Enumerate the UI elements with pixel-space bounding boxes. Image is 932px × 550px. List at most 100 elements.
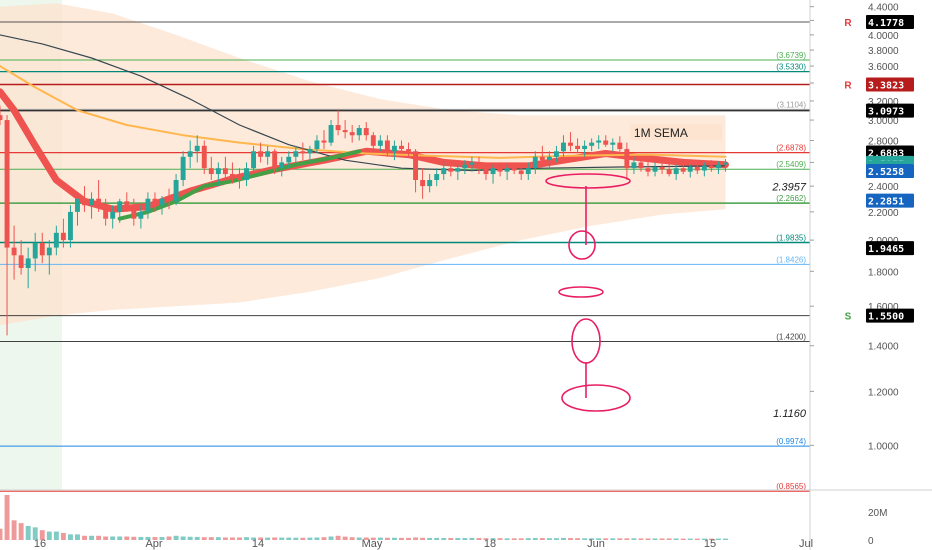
- volume-bar: [680, 538, 686, 540]
- candle-body: [145, 198, 151, 212]
- candle-body: [356, 128, 362, 136]
- volume-bar: [413, 537, 419, 540]
- volume-bar: [575, 538, 581, 540]
- volume-bar: [96, 535, 102, 540]
- time-tick-label: May: [362, 538, 383, 550]
- volume-bar: [377, 537, 383, 540]
- time-tick-label: 14: [252, 538, 264, 550]
- candle-body: [532, 156, 538, 169]
- volume-bar: [589, 538, 595, 540]
- price-axis-panel[interactable]: [810, 0, 932, 550]
- candle-body: [511, 168, 517, 171]
- candle-body: [4, 120, 10, 248]
- candle-body: [645, 168, 651, 172]
- candle-body: [279, 162, 285, 169]
- candle-body: [413, 151, 419, 181]
- candle-body: [46, 247, 52, 256]
- level-label: (3.1104): [777, 100, 807, 109]
- volume-bar: [659, 538, 665, 540]
- candle-body: [335, 125, 341, 131]
- volume-bar: [286, 537, 292, 540]
- volume-bar: [53, 531, 59, 540]
- volume-bar: [539, 538, 545, 540]
- volume-bar: [687, 538, 693, 540]
- volume-bar: [561, 537, 566, 540]
- volume-bar: [420, 537, 426, 540]
- time-tick-label: Apr: [145, 538, 162, 550]
- volume-bar: [293, 537, 299, 540]
- volume-bar: [0, 528, 3, 540]
- price-axis-labels: 4.1778R3.3823R3.09732.68832.595723:42:57…: [844, 14, 916, 323]
- volume-bar: [406, 537, 411, 540]
- volume-bar: [272, 537, 278, 540]
- volume-bar: [39, 530, 45, 540]
- candle-body: [67, 211, 73, 241]
- candle-body: [229, 174, 235, 177]
- candle-body: [680, 168, 686, 172]
- candle-body: [82, 198, 87, 206]
- candle-body: [131, 205, 137, 219]
- volume-bar: [504, 538, 510, 540]
- volume-bar: [265, 537, 271, 540]
- volume-bar: [32, 527, 38, 540]
- volume-bar: [117, 536, 123, 540]
- volume-bar: [60, 532, 66, 540]
- candle-body: [328, 125, 334, 143]
- volume-bar: [222, 537, 228, 540]
- level-label: (1.8426): [776, 255, 806, 264]
- price-tick-label: 3.6000: [868, 62, 899, 73]
- candle-body: [258, 151, 264, 157]
- volume-bar: [46, 531, 52, 540]
- candle-body: [420, 180, 426, 187]
- price-label-box: [866, 163, 914, 178]
- time-tick-label: Jun: [587, 538, 605, 550]
- candle-body: [708, 165, 714, 169]
- candle-body: [96, 198, 102, 206]
- price-tick-label: 2.8000: [868, 136, 899, 147]
- candle-body: [631, 162, 637, 169]
- time-tick-label: 15: [704, 538, 716, 550]
- volume-bar: [596, 538, 602, 540]
- volume-bar: [582, 538, 588, 540]
- volume-bar: [173, 535, 179, 540]
- volume-bar: [511, 538, 517, 540]
- volume-bar: [525, 538, 531, 540]
- volume-bar: [723, 538, 728, 540]
- price-label-text: 1.5500: [868, 312, 904, 323]
- volume-bar: [75, 534, 80, 540]
- volume-bar: [673, 538, 679, 540]
- candle-body: [159, 198, 165, 206]
- price-tick-label: 1.2000: [868, 387, 899, 398]
- candle-body: [701, 165, 707, 171]
- candle-body: [75, 198, 80, 212]
- volume-bars: [0, 495, 728, 540]
- volume-bar: [342, 536, 348, 540]
- candle-body: [25, 258, 31, 269]
- price-tick-label: 4.4000: [868, 3, 899, 14]
- candle-body: [723, 162, 728, 165]
- volume-bar: [490, 538, 496, 540]
- candle-body: [152, 198, 158, 206]
- volume-bar: [701, 538, 707, 540]
- volume-bar: [159, 537, 165, 540]
- candle-body: [321, 140, 327, 143]
- price-label-marker: S: [845, 312, 852, 323]
- price-label-box: [866, 14, 914, 29]
- level-label: (2.5409): [776, 160, 806, 169]
- price-tick-label: 2.2000: [868, 208, 899, 219]
- volume-bar: [201, 537, 207, 540]
- volume-bar: [25, 525, 31, 540]
- candle-body: [582, 145, 588, 150]
- candle-body: [39, 243, 45, 256]
- volume-bar: [370, 537, 376, 540]
- volume-bar: [110, 536, 116, 540]
- drawn-ellipse: [545, 173, 631, 189]
- candle-body: [575, 145, 581, 150]
- volume-bar: [251, 537, 257, 540]
- candle-body: [307, 149, 313, 154]
- volume-bar: [103, 536, 109, 540]
- volume-bar: [532, 538, 538, 540]
- volume-bar: [448, 538, 454, 540]
- volume-bar: [349, 537, 355, 540]
